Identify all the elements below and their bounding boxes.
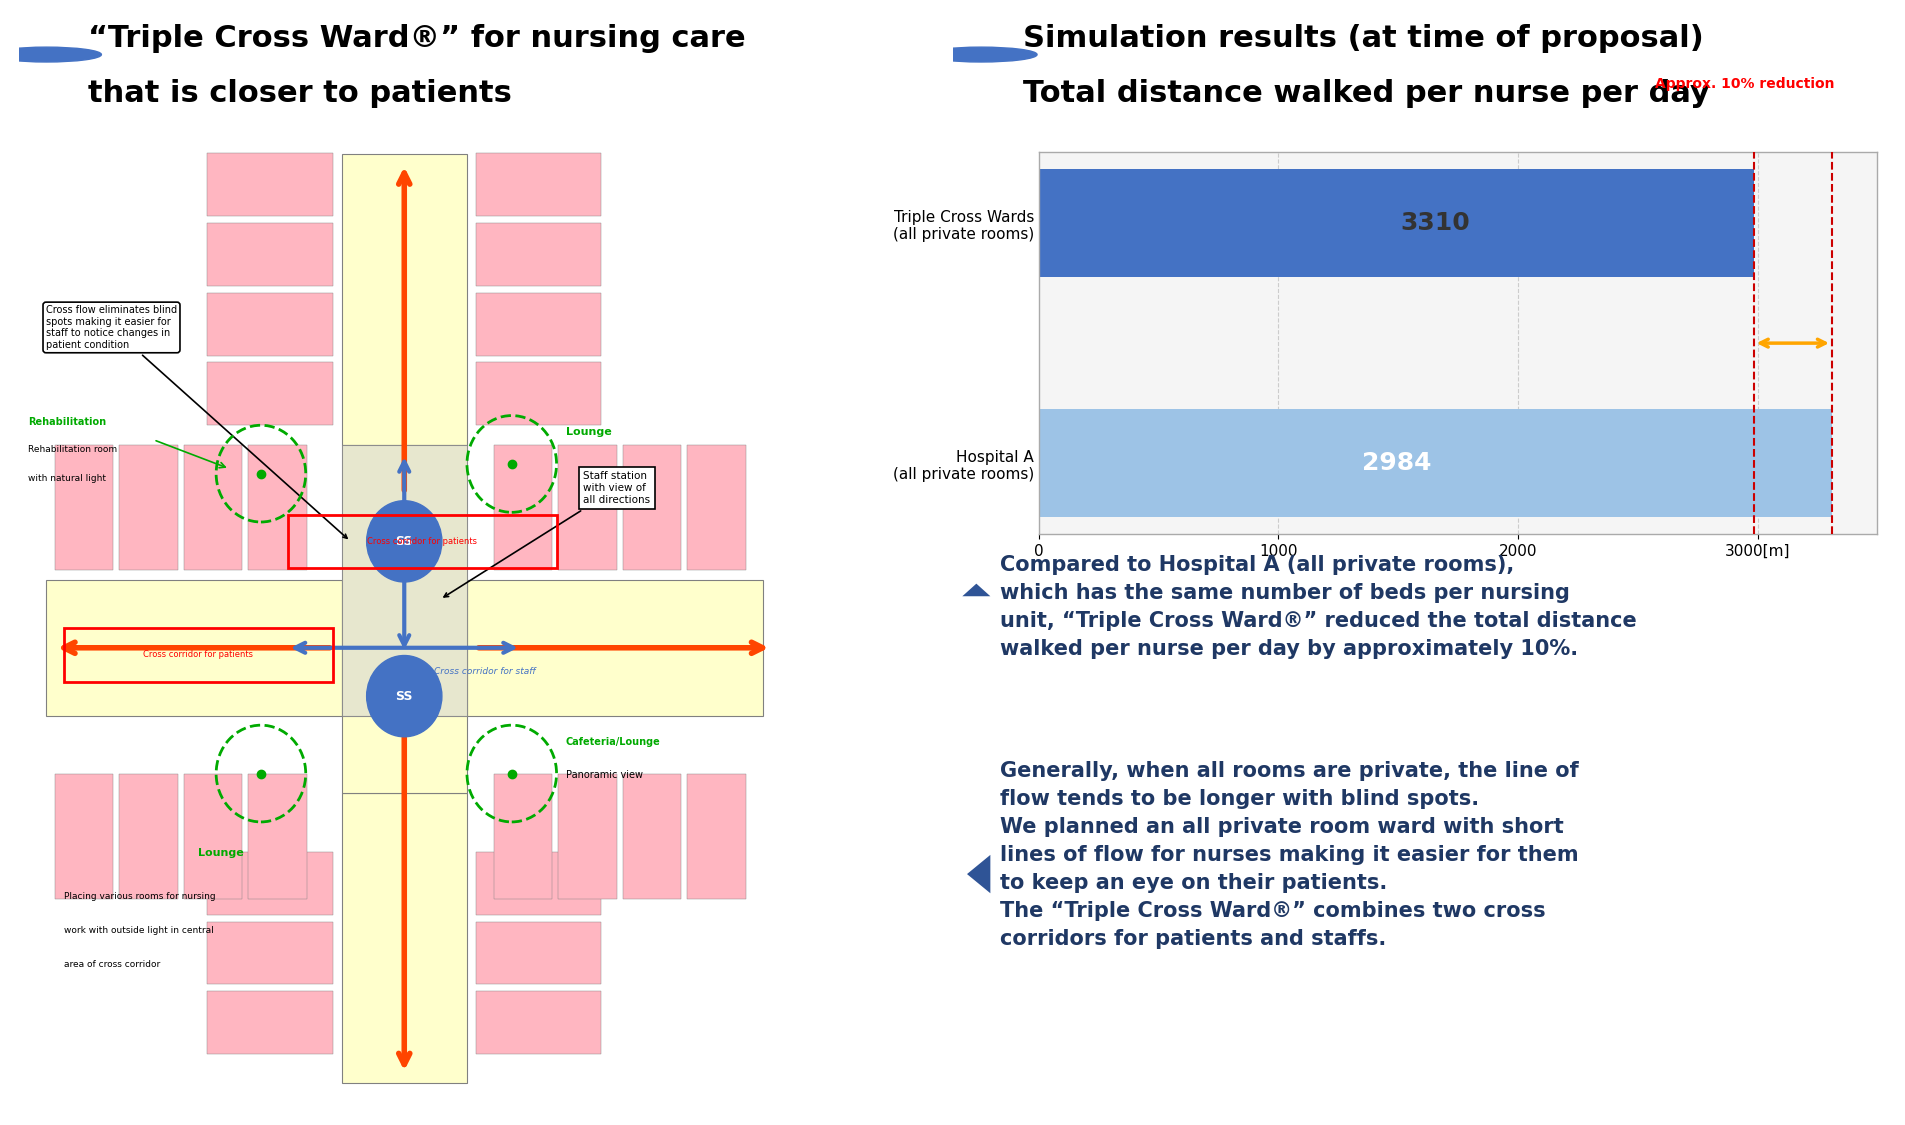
Text: Staff station
with view of
all directions: Staff station with view of all direction… [444,471,650,597]
Text: Cross corridor for patients: Cross corridor for patients [368,537,476,546]
Bar [208,292,331,356]
Bar [208,991,331,1054]
Bar [183,774,242,899]
Text: Rehabilitation: Rehabilitation [29,417,107,428]
Bar [467,580,762,716]
Text: Cross corridor for staff: Cross corridor for staff [434,667,535,676]
Bar [341,793,467,1083]
Bar [1038,410,1831,518]
Bar [208,921,331,984]
Bar [55,774,112,899]
Text: work with outside light in central: work with outside light in central [65,926,213,935]
Bar [558,444,615,570]
Bar [341,154,467,444]
Text: SS: SS [396,690,413,703]
Bar [476,223,602,286]
Bar [55,444,112,570]
Bar [476,362,602,425]
Bar [493,444,552,570]
Text: Cross flow eliminates blind
spots making it easier for
staff to notice changes i: Cross flow eliminates blind spots making… [46,305,347,538]
Bar [65,629,331,682]
Bar [341,444,467,716]
Circle shape [366,656,442,737]
Bar [476,153,602,216]
Text: Cross corridor for patients: Cross corridor for patients [143,650,253,659]
Polygon shape [962,584,991,596]
Text: Panoramic view: Panoramic view [566,771,642,781]
Circle shape [924,47,1036,62]
Bar [208,223,331,286]
Text: Approx. 10% reduction: Approx. 10% reduction [1654,78,1833,91]
Bar [208,153,331,216]
Text: Generally, when all rooms are private, the line of
flow tends to be longer with : Generally, when all rooms are private, t… [998,760,1577,948]
Text: 2984: 2984 [1360,451,1431,475]
Bar [208,362,331,425]
Bar [288,515,556,568]
Circle shape [366,501,442,582]
Bar [120,444,177,570]
Bar [120,774,177,899]
Text: Simulation results (at time of proposal): Simulation results (at time of proposal) [1023,24,1703,53]
Bar [1038,169,1753,277]
Text: Compared to Hospital A (all private rooms),
which has the same number of beds pe: Compared to Hospital A (all private room… [998,555,1636,659]
Bar [623,774,680,899]
Bar [341,716,467,793]
Bar [558,774,615,899]
Circle shape [0,47,101,62]
Bar [341,444,467,716]
Bar [46,580,341,716]
Text: Lounge: Lounge [566,426,612,436]
Polygon shape [966,855,991,893]
Bar [688,444,745,570]
Bar [476,292,602,356]
Text: area of cross corridor: area of cross corridor [65,960,160,969]
Bar [183,444,242,570]
Text: “Triple Cross Ward®” for nursing care: “Triple Cross Ward®” for nursing care [88,24,745,53]
Bar [623,444,680,570]
Bar [208,852,331,915]
Text: Total distance walked per nurse per day: Total distance walked per nurse per day [1023,79,1709,108]
Bar [476,921,602,984]
Bar [248,444,307,570]
Text: with natural light: with natural light [29,475,107,484]
Text: Placing various rooms for nursing: Placing various rooms for nursing [65,892,215,901]
Text: that is closer to patients: that is closer to patients [88,79,511,108]
Text: Rehabilitation room: Rehabilitation room [29,446,116,454]
Text: SS: SS [396,534,413,548]
Bar [476,991,602,1054]
Text: Lounge: Lounge [198,848,244,857]
Text: Cafeteria/Lounge: Cafeteria/Lounge [566,737,659,747]
Bar [248,774,307,899]
Text: 3310: 3310 [1400,212,1469,235]
Bar [476,852,602,915]
Bar [688,774,745,899]
Bar [493,774,552,899]
